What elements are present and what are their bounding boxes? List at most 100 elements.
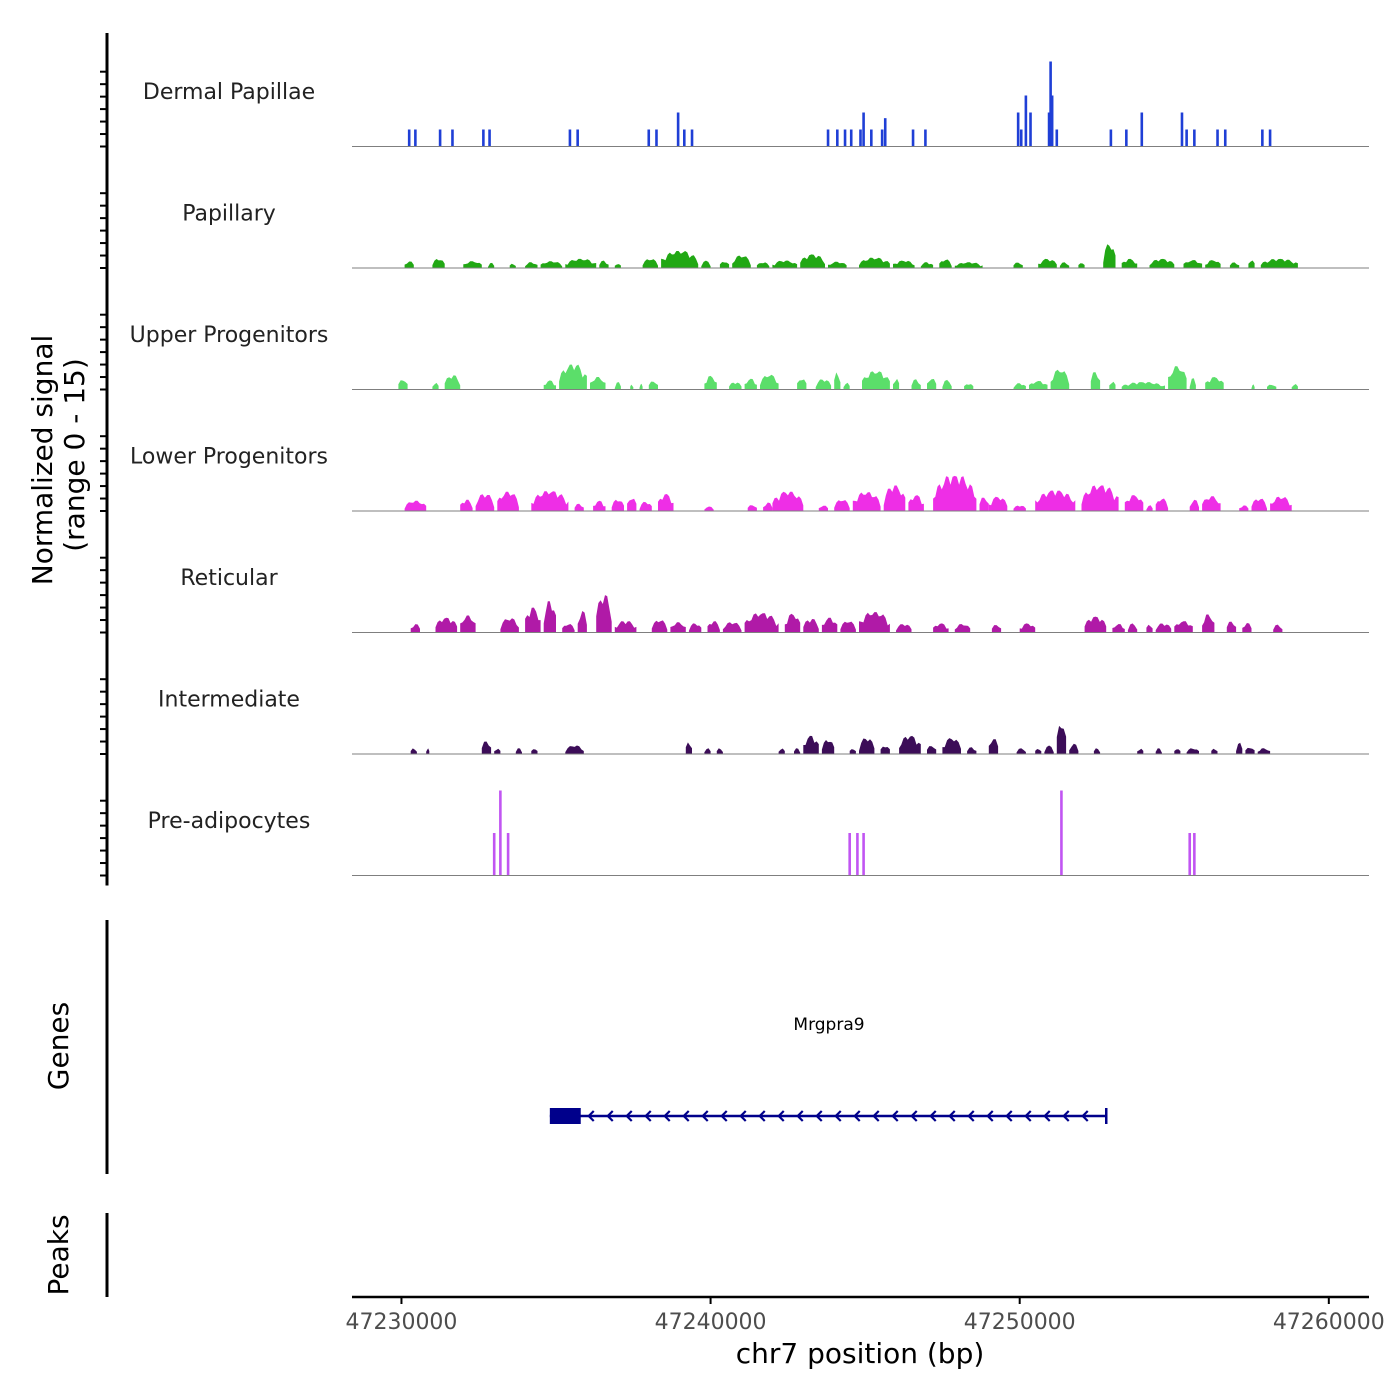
gene-strand-arrow: [1005, 1110, 1013, 1122]
signal-segment: [574, 503, 584, 511]
signal-segment: [1202, 496, 1221, 511]
signal-peak: [655, 129, 658, 147]
signal-segment: [954, 262, 983, 268]
peaks-panel: Peaks: [42, 1213, 109, 1297]
signal-segment: [426, 748, 430, 754]
signal-segment: [531, 749, 538, 754]
signal-segment: [701, 260, 711, 268]
signal-segment: [685, 742, 692, 754]
signal-peak: [683, 129, 686, 147]
signal-segment: [794, 748, 801, 754]
signal-segment: [1109, 381, 1116, 390]
signal-segment: [543, 380, 556, 390]
signal-segment: [942, 379, 952, 390]
signal-segment: [1245, 747, 1255, 754]
signal-segment: [1270, 496, 1292, 511]
signal-segment: [1078, 263, 1085, 268]
signal-segment: [1257, 748, 1271, 754]
signal-peak: [492, 833, 496, 876]
signal-peak: [1016, 112, 1020, 147]
signal-peak: [482, 129, 485, 147]
gene-strand-arrow: [815, 1110, 823, 1122]
signal-peak: [836, 129, 839, 147]
signal-segment: [834, 500, 850, 511]
signal-segment: [704, 506, 714, 511]
signal-peak: [1261, 129, 1264, 147]
signal-segment: [818, 505, 828, 511]
gene-strand-arrow: [1062, 1110, 1070, 1122]
signal-segment: [1013, 262, 1023, 268]
signal-peak: [848, 833, 851, 876]
gene-strand-arrow: [625, 1110, 633, 1122]
gene-strand-arrow: [663, 1110, 671, 1122]
signal-segment: [1059, 262, 1070, 268]
signal-segment: [954, 624, 971, 633]
signal-segment: [1013, 505, 1026, 511]
y-axis-title-line1: Normalized signal: [26, 335, 59, 586]
gene-strand-arrow: [644, 1110, 652, 1122]
track-label: Lower Progenitors: [130, 445, 328, 470]
track-label: Pre-adipocytes: [148, 809, 311, 834]
signal-peak: [499, 790, 502, 876]
signal-segment: [763, 502, 773, 511]
gene-strand-arrow: [910, 1110, 918, 1122]
signal-segment: [500, 618, 519, 633]
signal-segment: [988, 739, 999, 754]
signal-segment: [1038, 258, 1057, 268]
signal-segment: [1186, 748, 1199, 754]
signal-peak: [883, 118, 887, 147]
signal-peak: [451, 129, 454, 147]
signal-peak: [1223, 129, 1227, 147]
x-tick-label: 47260000: [1273, 1310, 1385, 1335]
signal-peak: [568, 129, 572, 147]
signal-segment: [1127, 623, 1138, 633]
gene-strand-arrow: [853, 1110, 861, 1122]
signal-segment: [642, 259, 658, 268]
signal-segment: [729, 382, 742, 390]
track-label: Reticular: [180, 566, 278, 591]
gene-strand-arrow: [1081, 1110, 1089, 1122]
signal-segment: [1029, 381, 1048, 390]
signal-peak: [1216, 129, 1219, 147]
signal-segment: [611, 499, 624, 511]
signal-segment: [614, 382, 621, 390]
signal-tracks: Dermal Papillae Papillary Upper Progenitor…: [130, 61, 1369, 876]
signal-segment: [627, 498, 637, 511]
signal-segment: [744, 378, 757, 390]
signal-peak: [1050, 95, 1054, 147]
signal-segment: [964, 384, 974, 390]
signal-segment: [1121, 258, 1138, 268]
signal-segment: [565, 258, 597, 268]
signal-segment: [463, 261, 482, 268]
signal-peak: [1185, 129, 1188, 147]
signal-peak: [676, 112, 680, 147]
signal-segment: [661, 251, 699, 268]
signal-peak: [1047, 112, 1051, 147]
signal-segment: [927, 746, 937, 754]
signal-segment: [404, 500, 427, 511]
signal-segment: [1155, 623, 1172, 633]
signal-peak: [576, 129, 579, 147]
genes-axis-title: Genes: [42, 1002, 75, 1090]
gene-strand-arrow: [682, 1110, 690, 1122]
signal-segment: [1081, 485, 1119, 511]
signal-segment: [880, 746, 890, 754]
signal-segment: [719, 262, 730, 268]
signal-segment: [1273, 624, 1283, 633]
track-label: Papillary: [182, 202, 276, 227]
signal-segment: [834, 372, 841, 390]
signal-segment: [494, 748, 501, 754]
signal-segment: [803, 619, 819, 633]
gene-strand-arrow: [986, 1110, 994, 1122]
signal-peak: [862, 833, 865, 876]
signal-segment: [639, 501, 652, 511]
signal-segment: [1103, 244, 1116, 268]
signal-segment: [481, 741, 492, 754]
signal-segment: [1155, 498, 1169, 511]
x-ticks: 47230000 47240000 47250000 47260000: [345, 1297, 1385, 1335]
signal-segment: [559, 364, 587, 390]
signal-segment: [1056, 725, 1067, 754]
signal-segment: [859, 738, 875, 754]
signal-segment: [410, 748, 417, 754]
